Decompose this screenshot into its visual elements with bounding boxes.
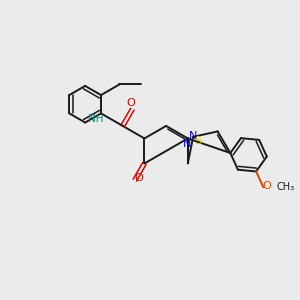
Text: S: S	[194, 136, 202, 146]
Text: N: N	[183, 139, 191, 149]
Text: CH₃: CH₃	[277, 182, 295, 192]
Text: O: O	[126, 98, 135, 108]
Text: N: N	[188, 130, 197, 140]
Text: O: O	[134, 173, 143, 183]
Text: NH: NH	[88, 114, 104, 124]
Text: O: O	[263, 181, 272, 191]
